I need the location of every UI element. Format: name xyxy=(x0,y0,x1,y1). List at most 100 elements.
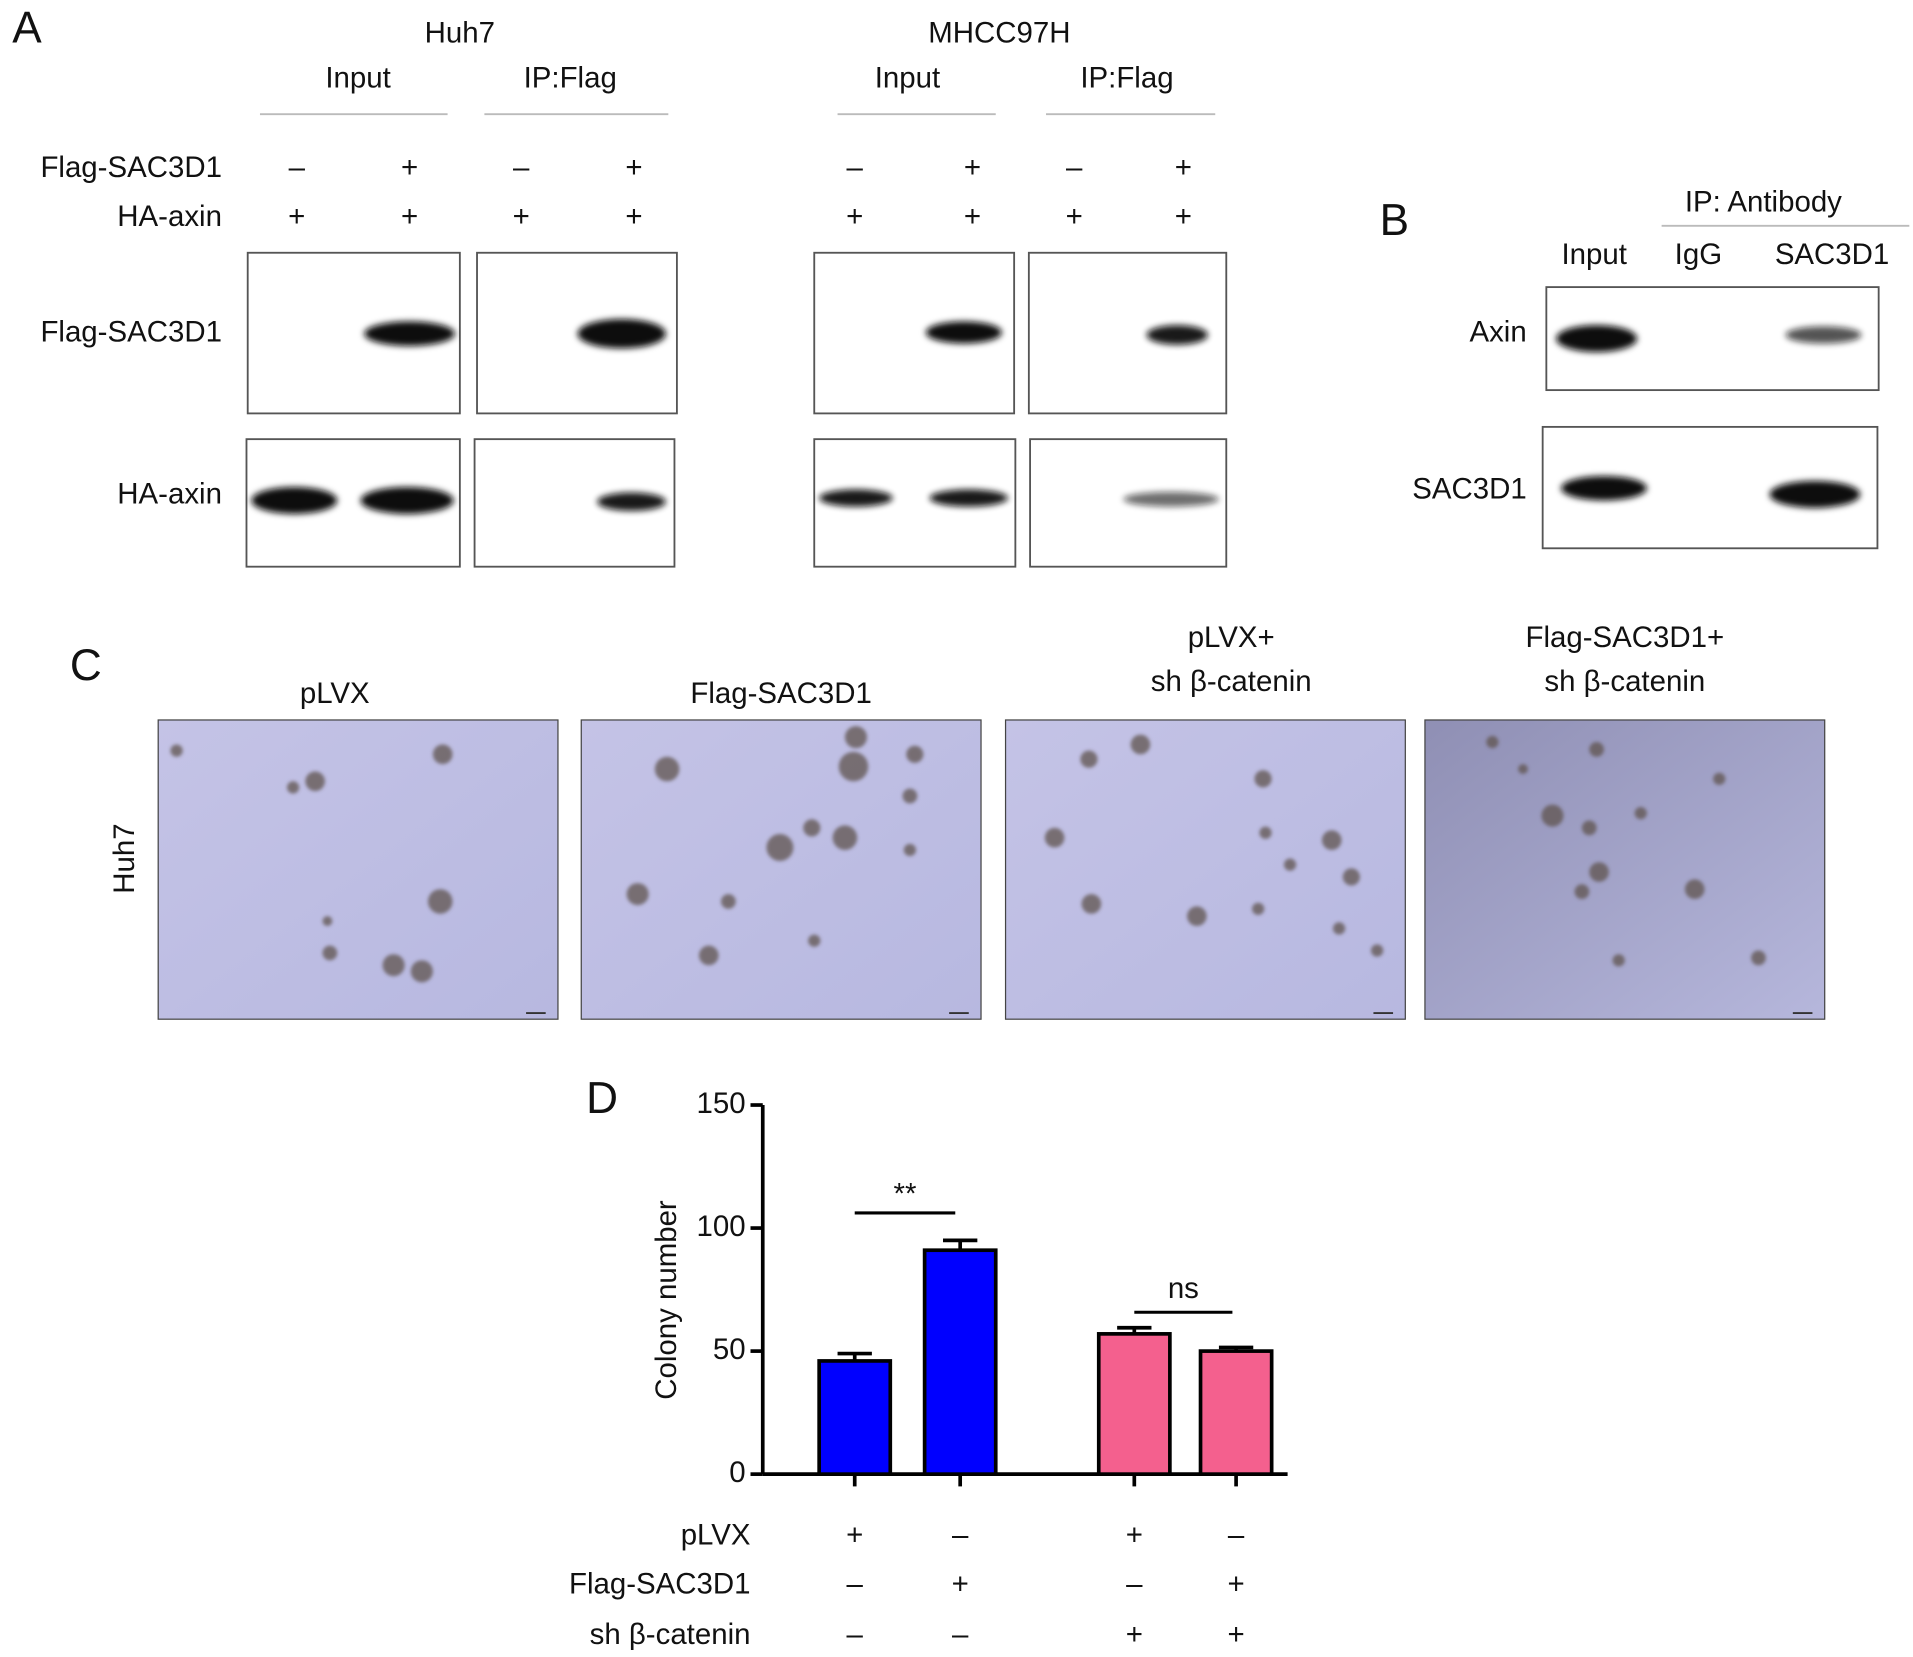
sign: + xyxy=(846,1518,863,1551)
condition-label: pLVX xyxy=(681,1518,751,1551)
colony xyxy=(626,883,649,906)
cell-line-label: Huh7 xyxy=(425,16,495,49)
colony xyxy=(1283,858,1297,871)
colony xyxy=(427,889,453,914)
row-label: Axin xyxy=(1469,315,1526,348)
significance-label: ** xyxy=(894,1178,917,1211)
sign: + xyxy=(401,200,418,233)
blot-band xyxy=(597,492,666,511)
bar xyxy=(1096,1332,1172,1476)
y-tick-label: 50 xyxy=(713,1333,746,1366)
panel-letter: D xyxy=(586,1074,618,1123)
sign: + xyxy=(401,151,418,184)
blot-band xyxy=(1769,480,1861,508)
sign: – xyxy=(1228,1518,1245,1551)
colony xyxy=(1518,764,1528,774)
blot-band xyxy=(1123,491,1219,507)
image-title: pLVX+ xyxy=(1188,621,1275,654)
blot-band xyxy=(251,486,338,514)
colony xyxy=(322,916,333,926)
column-label: IgG xyxy=(1675,238,1722,271)
colony xyxy=(1612,954,1625,967)
colony xyxy=(1684,879,1705,900)
colony xyxy=(1342,868,1360,886)
column-label: SAC3D1 xyxy=(1775,238,1889,271)
colony xyxy=(1321,830,1342,850)
sign: + xyxy=(952,1568,969,1601)
blot-band xyxy=(364,321,455,346)
row-label: Flag-SAC3D1 xyxy=(40,151,222,184)
colony xyxy=(766,834,794,861)
sign: + xyxy=(625,200,642,233)
colony xyxy=(170,744,183,757)
y-tick-label: 100 xyxy=(696,1210,745,1243)
colony xyxy=(1486,735,1499,749)
sign: + xyxy=(1126,1518,1143,1551)
colony xyxy=(832,825,858,850)
colony xyxy=(1541,804,1564,827)
image-title: sh β-catenin xyxy=(1544,665,1705,698)
blot-band xyxy=(360,486,454,514)
colony xyxy=(1081,894,1102,914)
sign: – xyxy=(847,1618,864,1651)
cell-line-label: MHCC97H xyxy=(928,16,1070,49)
sign: + xyxy=(846,200,863,233)
sign: + xyxy=(1227,1568,1244,1601)
y-tick-label: 0 xyxy=(729,1456,745,1489)
micrograph xyxy=(157,719,559,1020)
panel-letter: A xyxy=(12,3,42,52)
colony xyxy=(1634,807,1647,820)
colony xyxy=(902,788,918,804)
bar xyxy=(922,1248,998,1476)
colony xyxy=(1332,922,1346,935)
blot-band xyxy=(1561,475,1647,501)
sign: + xyxy=(1175,151,1192,184)
group-label: Input xyxy=(875,62,940,95)
sign: + xyxy=(964,200,981,233)
colony xyxy=(698,945,719,966)
colony xyxy=(286,781,300,794)
colony xyxy=(906,745,924,763)
colony xyxy=(432,744,453,765)
colony xyxy=(1259,826,1272,839)
group-label: Input xyxy=(325,62,390,95)
colony xyxy=(1751,950,1766,966)
colony xyxy=(1370,944,1384,957)
colony xyxy=(1080,750,1098,768)
sign: – xyxy=(289,151,306,184)
condition-label: sh β-catenin xyxy=(590,1618,751,1651)
colony xyxy=(1044,827,1065,848)
group-label: IP: Antibody xyxy=(1685,185,1842,218)
colony xyxy=(322,945,338,961)
sign: – xyxy=(1126,1568,1143,1601)
sign: + xyxy=(964,151,981,184)
sign: – xyxy=(1066,151,1083,184)
sign: – xyxy=(847,151,864,184)
image-title: Flag-SAC3D1 xyxy=(690,677,872,710)
colony xyxy=(1574,884,1590,900)
colony xyxy=(1252,902,1265,915)
micrograph xyxy=(1004,719,1406,1020)
sign: + xyxy=(1175,200,1192,233)
blot-label: HA-axin xyxy=(117,477,222,510)
colony xyxy=(903,843,917,857)
row-label: HA-axin xyxy=(117,200,222,233)
panel-letter: B xyxy=(1380,196,1409,245)
colony xyxy=(721,894,736,909)
colony xyxy=(808,934,821,947)
colony xyxy=(838,751,869,782)
blot-band xyxy=(925,321,1002,344)
row-label: Huh7 xyxy=(108,823,141,893)
y-tick-label: 150 xyxy=(696,1087,745,1120)
colony xyxy=(803,819,821,837)
sign: + xyxy=(513,200,530,233)
sign: – xyxy=(952,1518,969,1551)
colony xyxy=(410,960,433,983)
micrograph xyxy=(580,719,982,1020)
colony xyxy=(382,954,405,977)
sign: + xyxy=(288,200,305,233)
image-title: pLVX xyxy=(300,677,370,710)
micrograph xyxy=(1424,719,1826,1020)
sign: + xyxy=(1227,1618,1244,1651)
